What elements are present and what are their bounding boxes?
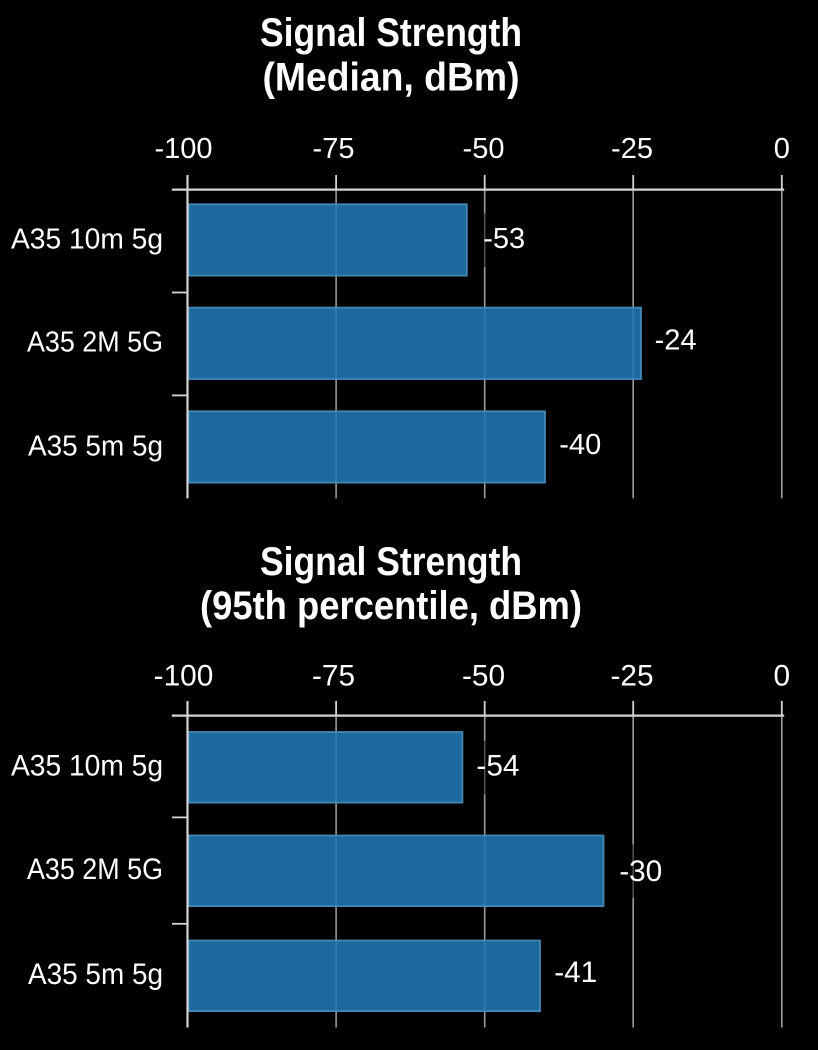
svg-text:-53: -53 xyxy=(483,223,525,255)
svg-text:A35 2M 5G: A35 2M 5G xyxy=(27,327,163,359)
svg-text:0: 0 xyxy=(774,660,791,693)
svg-text:(95th percentile, dBm): (95th percentile, dBm) xyxy=(200,584,582,628)
svg-text:-25: -25 xyxy=(611,133,653,165)
svg-text:Signal Strength: Signal Strength xyxy=(260,540,522,584)
svg-text:A35 2M 5G: A35 2M 5G xyxy=(27,853,163,886)
svg-text:-25: -25 xyxy=(610,660,653,693)
svg-text:A35 10m 5g: A35 10m 5g xyxy=(11,750,163,783)
svg-text:Signal Strength: Signal Strength xyxy=(260,11,522,55)
svg-text:-100: -100 xyxy=(154,133,212,165)
svg-text:A35 5m 5g: A35 5m 5g xyxy=(28,430,163,462)
svg-text:(Median, dBm): (Median, dBm) xyxy=(263,56,520,100)
svg-text:A35 10m 5g: A35 10m 5g xyxy=(11,223,163,255)
svg-text:-41: -41 xyxy=(554,956,597,989)
svg-text:-30: -30 xyxy=(619,855,662,888)
svg-text:-75: -75 xyxy=(312,660,355,693)
svg-text:-50: -50 xyxy=(463,133,505,165)
svg-text:-50: -50 xyxy=(462,660,505,693)
svg-text:0: 0 xyxy=(774,133,790,165)
svg-text:-54: -54 xyxy=(476,750,519,783)
svg-text:-40: -40 xyxy=(559,429,601,461)
svg-text:A35 5m 5g: A35 5m 5g xyxy=(28,958,163,991)
svg-text:-75: -75 xyxy=(313,133,355,165)
svg-text:-24: -24 xyxy=(655,325,697,357)
svg-text:-100: -100 xyxy=(154,660,214,693)
